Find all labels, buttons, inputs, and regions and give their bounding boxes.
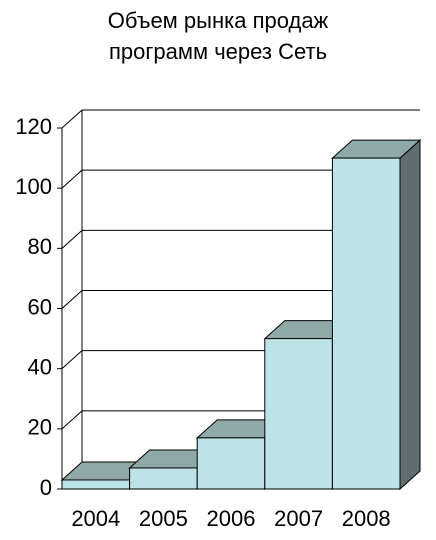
chart-title: Объем рынка продаж xyxy=(108,8,329,33)
y-tick-label: 60 xyxy=(28,294,52,319)
y-tick-label: 40 xyxy=(28,354,52,379)
bar xyxy=(196,437,266,490)
y-tick-label: 0 xyxy=(40,475,52,500)
x-tick-label: 2005 xyxy=(139,506,188,531)
bar xyxy=(129,467,198,490)
x-tick-label: 2004 xyxy=(71,506,120,531)
y-tick-label: 80 xyxy=(28,234,52,259)
chart-title: программ через Сеть xyxy=(109,39,327,64)
bar xyxy=(264,338,333,490)
y-tick-label: 120 xyxy=(15,114,52,139)
bar xyxy=(61,479,131,490)
grid-line xyxy=(61,229,83,249)
grid-line xyxy=(61,290,83,309)
x-tick-label: 2007 xyxy=(274,506,323,531)
grid-line xyxy=(61,350,83,370)
grid-line xyxy=(61,410,83,430)
grid-line xyxy=(61,109,83,129)
x-tick-label: 2008 xyxy=(342,506,391,531)
y-tick-label: 100 xyxy=(15,174,52,199)
bar-side xyxy=(399,138,421,491)
bar xyxy=(331,157,401,490)
grid-line xyxy=(61,169,83,189)
y-tick-label: 20 xyxy=(28,415,52,440)
x-tick-label: 2006 xyxy=(207,506,256,531)
